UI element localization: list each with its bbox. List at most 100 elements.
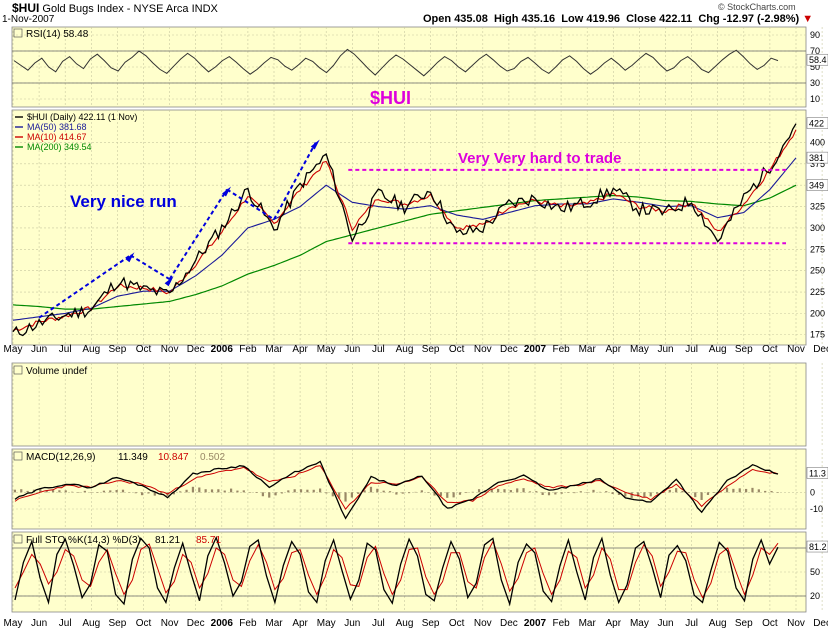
x-tick-label: Nov: [161, 344, 179, 355]
x-tick-label: Mar: [265, 344, 283, 355]
exchange: INDX: [191, 3, 218, 15]
ma200-last-value-box: [806, 179, 828, 191]
ma50-last-value: 381: [809, 153, 824, 163]
price-legend-entry: MA(50) 381.68: [27, 122, 87, 132]
macd-histogram-bar: [503, 489, 506, 493]
volume-panel: [11, 362, 807, 447]
x-tick-label: Jun: [657, 344, 673, 355]
macd-histogram-bar: [522, 488, 525, 493]
macd-histogram-bar: [13, 489, 16, 493]
macd-histogram-bar: [293, 489, 296, 493]
run-arrow-segment: [38, 254, 132, 319]
macd-histogram-bar: [45, 490, 48, 493]
x-tick-label: Nov: [161, 618, 179, 629]
x-tick-label: Jun: [344, 344, 360, 355]
x-tick-label: Nov: [787, 344, 805, 355]
x-tick-label: Mar: [579, 344, 597, 355]
macd-histogram-bar: [452, 492, 455, 498]
macd-histogram-bar: [369, 486, 373, 493]
x-tick-label: Aug: [396, 618, 414, 629]
macd-histogram-bar: [115, 489, 118, 493]
x-tick-label: Jul: [685, 618, 698, 629]
x-tick-label: Oct: [136, 618, 152, 629]
price-tick-label: 200: [810, 308, 825, 318]
x-tick-label: Sep: [735, 618, 753, 629]
x-tick-label: Jul: [372, 344, 385, 355]
arrow-head-icon: [125, 252, 135, 263]
high-label: High: [493, 13, 519, 25]
x-tick-label: Mar: [579, 618, 597, 629]
macd-histogram-bar: [382, 490, 385, 493]
macd-histogram-bar: [764, 490, 767, 493]
x-tick-label: Apr: [606, 344, 622, 355]
x-tick-label: Aug: [709, 618, 727, 629]
macd-histogram-bar: [560, 492, 563, 494]
price-last-value: 422: [809, 119, 824, 129]
index-name: Gold Bugs Index - NYSE Arca: [42, 3, 189, 15]
arrow-head-icon: [222, 186, 232, 197]
down-arrow-icon: ▼: [802, 13, 814, 25]
macd-histogram-bar: [630, 492, 633, 498]
sto-last-value: 81.2: [809, 542, 827, 552]
macd-histogram-bar: [605, 491, 608, 493]
macd-histogram-bar: [471, 491, 474, 493]
ma200-last-value: 349: [809, 181, 824, 191]
ma200-line: [12, 184, 797, 310]
x-tick-label: Apr: [292, 618, 308, 629]
x-tick-label: Feb: [239, 344, 257, 355]
x-tick-label: Oct: [136, 344, 152, 355]
macd-histogram-bar: [611, 492, 614, 495]
macd-tick-label: -10: [810, 504, 823, 514]
macd-histogram-bar: [229, 488, 233, 493]
macd-histogram-bar: [261, 492, 264, 497]
macd-histogram-bar: [102, 490, 106, 493]
macd-tick-label: 0: [810, 487, 815, 497]
ma10-line: [12, 129, 797, 332]
sto-legend-icon: [13, 534, 23, 544]
low-value: 419.96: [586, 13, 620, 25]
macd-histogram-bar: [427, 492, 430, 493]
macd-histogram-bar: [26, 490, 29, 493]
macd-histogram-bar: [681, 490, 684, 493]
chg-value: -12.97 (-2.98%): [722, 13, 800, 25]
arrow-head-icon: [164, 276, 174, 287]
macd-histogram-bar: [465, 492, 468, 494]
macd-histogram-bar: [490, 488, 493, 493]
macd-histogram-bar: [477, 489, 481, 493]
sto-legend-k-value: 81.21: [155, 535, 180, 546]
price-legend-entry: MA(10) 414.67: [27, 132, 87, 142]
macd-histogram-bar: [312, 489, 315, 493]
macd-histogram-bar: [687, 492, 690, 493]
macd-histogram-bar: [713, 492, 716, 493]
x-tick-label: Jun: [657, 618, 673, 629]
macd-histogram-bar: [83, 490, 86, 493]
macd-histogram-bar: [446, 492, 449, 498]
macd-legend-macd-value: 11.349: [118, 452, 148, 463]
price-tick-label: 175: [810, 330, 825, 340]
macd-histogram-bar: [598, 491, 601, 493]
x-tick-label: May: [317, 344, 336, 355]
macd-histogram-bar: [344, 492, 347, 502]
macd-histogram-bar: [509, 490, 512, 493]
price-tick-label: 225: [810, 287, 825, 297]
macd-histogram-bar: [395, 492, 398, 495]
macd-histogram-bar: [636, 492, 640, 497]
macd-histogram-bar: [280, 492, 284, 494]
macd-histogram-bar: [433, 492, 436, 496]
macd-histogram-bar: [331, 492, 334, 497]
price-tick-label: 300: [810, 223, 825, 233]
chart-date: 1-Nov-2007: [2, 14, 55, 25]
macd-histogram-bar: [592, 489, 595, 493]
x-tick-label: Aug: [396, 344, 414, 355]
x-tick-label: May: [4, 344, 23, 355]
annotation-hard-to-trade: Very Very hard to trade: [458, 150, 621, 167]
x-tick-label: Dec: [500, 344, 518, 355]
macd-histogram-bar: [71, 491, 74, 493]
price-legend-entry: $HUI (Daily) 422.11 (1 Nov): [27, 112, 137, 122]
x-tick-label: Dec: [187, 344, 205, 355]
macd-histogram-bar: [140, 492, 144, 496]
x-tick-label: Feb: [552, 618, 570, 629]
close-label: Close: [626, 13, 657, 25]
price-tick-label: 250: [810, 266, 825, 276]
